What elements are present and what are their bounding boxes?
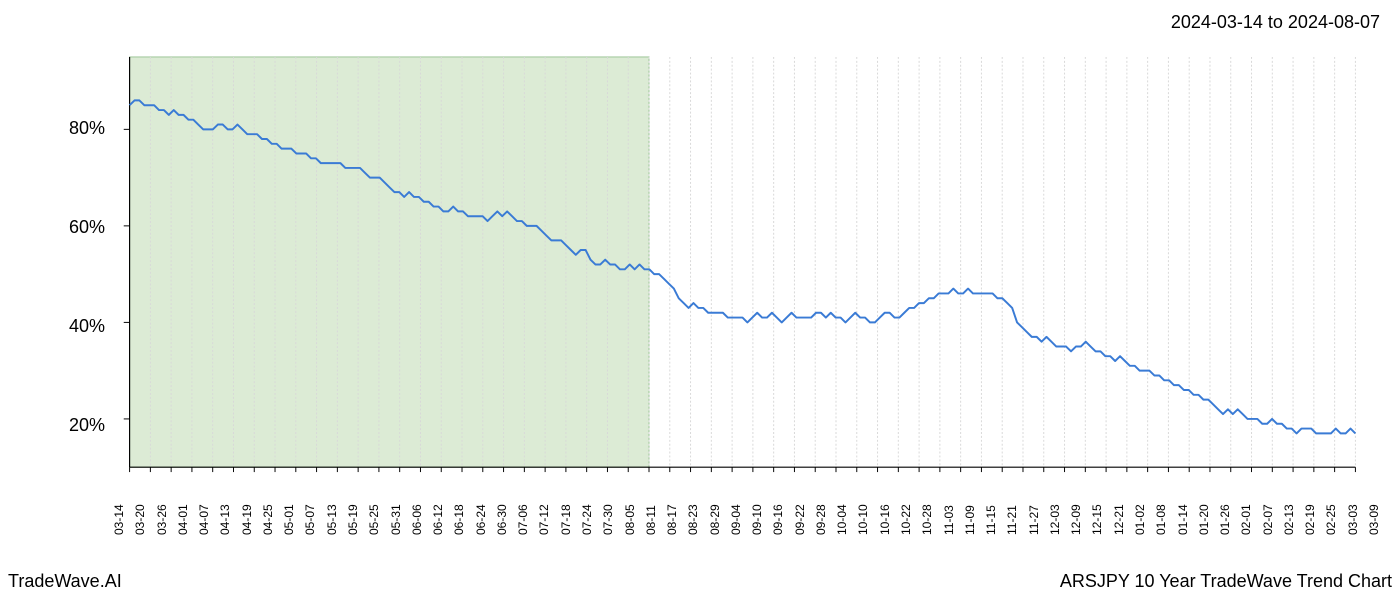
x-tick-label: 08-23	[686, 504, 700, 535]
x-tick-label: 01-26	[1218, 504, 1232, 535]
x-tick-label: 08-05	[623, 504, 637, 535]
chart-title: ARSJPY 10 Year TradeWave Trend Chart	[1060, 571, 1392, 592]
x-tick-label: 01-14	[1176, 504, 1190, 535]
x-tick-label: 11-09	[963, 505, 977, 535]
x-tick-label: 07-18	[559, 504, 573, 535]
chart-area	[115, 55, 1370, 475]
x-tick-label: 01-02	[1133, 504, 1147, 535]
line-chart-svg	[115, 55, 1370, 475]
x-tick-label: 03-03	[1346, 504, 1360, 535]
x-tick-label: 09-10	[750, 504, 764, 535]
x-tick-label: 08-29	[708, 504, 722, 535]
x-tick-label: 05-25	[367, 504, 381, 535]
x-tick-label: 04-19	[240, 504, 254, 535]
x-tick-label: 02-07	[1261, 504, 1275, 535]
x-tick-label: 07-12	[537, 504, 551, 535]
x-tick-label: 03-26	[155, 504, 169, 535]
x-tick-label: 02-13	[1282, 504, 1296, 535]
x-tick-label: 05-31	[389, 504, 403, 535]
x-tick-label: 06-24	[474, 504, 488, 535]
x-tick-label: 09-16	[771, 504, 785, 535]
x-tick-label: 10-28	[920, 504, 934, 535]
x-tick-label: 10-22	[899, 504, 913, 535]
x-tick-label: 09-04	[729, 504, 743, 535]
x-tick-label: 05-07	[303, 504, 317, 535]
y-tick-label: 20%	[45, 415, 105, 436]
x-tick-label: 03-20	[133, 504, 147, 535]
x-tick-label: 06-18	[452, 504, 466, 535]
brand-label: TradeWave.AI	[8, 571, 122, 592]
x-axis-labels: 03-14 03-20 03-26 04-01 04-07 04-13 04-19 04-25…	[115, 480, 1370, 540]
x-tick-label: 04-07	[197, 504, 211, 535]
x-tick-label: 11-27	[1027, 505, 1041, 535]
x-tick-label: 04-25	[261, 504, 275, 535]
x-tick-label: 12-03	[1048, 504, 1062, 535]
x-tick-label: 06-30	[495, 504, 509, 535]
y-tick-label: 40%	[45, 316, 105, 337]
x-tick-label: 07-06	[516, 504, 530, 535]
x-tick-label: 11-21	[1005, 505, 1019, 535]
x-tick-label: 03-09	[1367, 504, 1381, 535]
y-tick-label: 80%	[45, 118, 105, 139]
x-tick-label: 11-15	[984, 505, 998, 535]
x-tick-label: 12-09	[1069, 504, 1083, 535]
x-tick-label: 12-15	[1090, 504, 1104, 535]
x-tick-label: 01-20	[1197, 504, 1211, 535]
x-tick-label: 09-28	[814, 504, 828, 535]
x-tick-label: 04-01	[176, 504, 190, 535]
x-tick-label: 05-19	[346, 504, 360, 535]
x-tick-label: 10-16	[878, 504, 892, 535]
x-tick-label: 03-14	[112, 504, 126, 535]
x-tick-label: 06-06	[410, 504, 424, 535]
x-tick-label: 07-24	[580, 504, 594, 535]
y-tick-label: 60%	[45, 217, 105, 238]
x-tick-label: 02-25	[1324, 504, 1338, 535]
date-range-label: 2024-03-14 to 2024-08-07	[1171, 12, 1380, 33]
x-tick-label: 08-11	[644, 505, 658, 535]
x-tick-label: 02-19	[1303, 504, 1317, 535]
x-tick-label: 12-21	[1112, 504, 1126, 535]
x-tick-label: 05-01	[282, 504, 296, 535]
x-tick-label: 05-13	[325, 504, 339, 535]
x-tick-label: 02-01	[1239, 504, 1253, 535]
x-tick-label: 10-04	[835, 504, 849, 535]
x-tick-label: 08-17	[665, 504, 679, 535]
x-tick-label: 06-12	[431, 504, 445, 535]
x-tick-label: 11-03	[942, 505, 956, 535]
x-tick-label: 09-22	[793, 504, 807, 535]
x-tick-label: 07-30	[601, 504, 615, 535]
x-tick-label: 01-08	[1154, 504, 1168, 535]
x-tick-label: 10-10	[856, 504, 870, 535]
x-tick-label: 04-13	[218, 504, 232, 535]
